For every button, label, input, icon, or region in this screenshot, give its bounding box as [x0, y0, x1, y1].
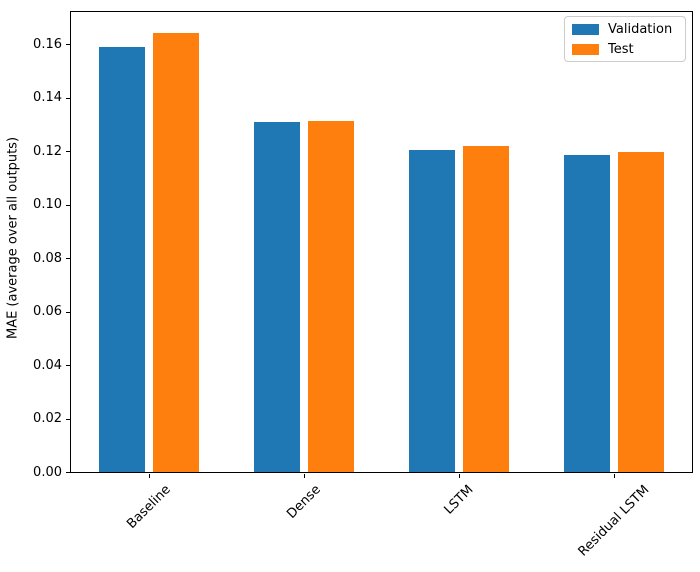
y-tick-mark: [66, 311, 70, 313]
x-tick-mark: [614, 474, 616, 478]
y-tick-label-0.02: 0.02: [33, 411, 62, 426]
legend-item-validation: Validation: [572, 22, 678, 37]
y-tick-label-0.00: 0.00: [33, 464, 62, 480]
x-tick-label-residual-lstm: Residual LSTM: [575, 482, 653, 560]
bar-test-lstm: [463, 146, 510, 472]
y-tick-label-0.06: 0.06: [33, 304, 62, 319]
bar-validation-residual-lstm: [564, 155, 611, 472]
x-tick-label-dense: Dense: [284, 481, 324, 522]
legend-swatch-test: [572, 43, 599, 55]
bar-validation-lstm: [409, 150, 456, 472]
y-tick-label-0.08: 0.08: [33, 250, 62, 266]
y-tick-mark: [66, 97, 70, 99]
y-tick-mark: [66, 204, 70, 206]
bar-test-dense: [307, 121, 354, 472]
legend-item-test: Test: [572, 42, 678, 57]
y-tick-mark: [66, 365, 70, 366]
y-tick-mark: [66, 258, 70, 259]
y-tick-mark: [66, 151, 70, 153]
x-tick-label-baseline: Baseline: [123, 482, 174, 532]
y-tick-mark: [66, 472, 70, 473]
bar-test-baseline: [152, 33, 199, 472]
legend-label-test: Test: [608, 41, 634, 57]
y-tick-mark: [66, 44, 70, 46]
bar-test-residual-lstm: [618, 152, 665, 472]
legend: Validation Test: [564, 16, 686, 62]
bar-validation-baseline: [98, 47, 145, 472]
bar-validation-dense: [253, 122, 300, 472]
y-tick-label-0.12: 0.12: [33, 143, 62, 159]
x-tick-label-lstm: LSTM: [441, 482, 477, 518]
y-tick-label-0.10: 0.10: [33, 197, 62, 213]
x-tick-mark: [303, 474, 305, 478]
legend-swatch-validation: [572, 23, 599, 35]
y-tick-mark: [66, 418, 70, 420]
x-tick-mark: [459, 474, 461, 478]
y-tick-label-0.14: 0.14: [33, 90, 62, 106]
legend-label-validation: Validation: [608, 21, 673, 37]
y-tick-label-0.16: 0.16: [33, 36, 62, 52]
y-tick-label-0.04: 0.04: [33, 357, 62, 373]
x-tick-mark: [148, 474, 150, 478]
plot-area: [70, 11, 693, 473]
